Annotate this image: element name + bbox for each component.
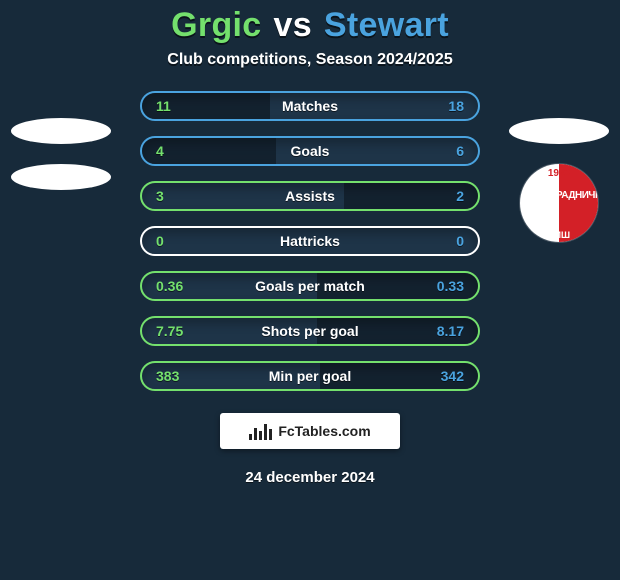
stat-value-right: 342 bbox=[441, 368, 464, 384]
club-logo-radnicki: 1923 РАДНИЧКИ НИШ bbox=[520, 164, 598, 242]
player1-club-logos bbox=[6, 118, 116, 190]
stat-row: 4Goals6 bbox=[140, 136, 480, 166]
stat-value-right: 2 bbox=[456, 188, 464, 204]
brand-box: FcTables.com bbox=[220, 413, 400, 449]
stat-value-right: 18 bbox=[448, 98, 464, 114]
club-year: 1923 bbox=[520, 168, 598, 179]
player2-name: Stewart bbox=[324, 6, 449, 45]
stat-row: 7.75Shots per goal8.17 bbox=[140, 316, 480, 346]
stat-row: 0.36Goals per match0.33 bbox=[140, 271, 480, 301]
stat-label: Shots per goal bbox=[142, 323, 478, 339]
subtitle: Club competitions, Season 2024/2025 bbox=[167, 51, 452, 69]
club-logo-placeholder bbox=[11, 164, 111, 190]
stat-value-right: 6 bbox=[456, 143, 464, 159]
stat-row: 3Assists2 bbox=[140, 181, 480, 211]
club-name-bottom: НИШ bbox=[520, 230, 598, 240]
stat-label: Goals per match bbox=[142, 278, 478, 294]
club-logo-placeholder bbox=[11, 118, 111, 144]
brand-text: FcTables.com bbox=[278, 423, 370, 439]
brand-icon bbox=[249, 422, 272, 440]
comparison-title: Grgic vs Stewart bbox=[171, 6, 449, 45]
stat-label: Goals bbox=[142, 143, 478, 159]
stat-value-right: 8.17 bbox=[437, 323, 464, 339]
player2-club-logos: 1923 РАДНИЧКИ НИШ bbox=[504, 118, 614, 242]
stat-label: Hattricks bbox=[142, 233, 478, 249]
stat-label: Min per goal bbox=[142, 368, 478, 384]
stats-list: 11Matches18 4Goals6 3Assists2 0Hattricks0 0.… bbox=[140, 91, 480, 391]
club-name-top: РАДНИЧКИ bbox=[556, 190, 598, 201]
stat-value-right: 0.33 bbox=[437, 278, 464, 294]
club-logo-placeholder bbox=[509, 118, 609, 144]
player1-name: Grgic bbox=[171, 6, 261, 45]
vs-label: vs bbox=[273, 6, 311, 45]
stat-value-right: 0 bbox=[456, 233, 464, 249]
stat-label: Matches bbox=[142, 98, 478, 114]
stat-row: 11Matches18 bbox=[140, 91, 480, 121]
stat-row: 383Min per goal342 bbox=[140, 361, 480, 391]
stat-row: 0Hattricks0 bbox=[140, 226, 480, 256]
stat-label: Assists bbox=[142, 188, 478, 204]
date-label: 24 december 2024 bbox=[245, 469, 374, 486]
